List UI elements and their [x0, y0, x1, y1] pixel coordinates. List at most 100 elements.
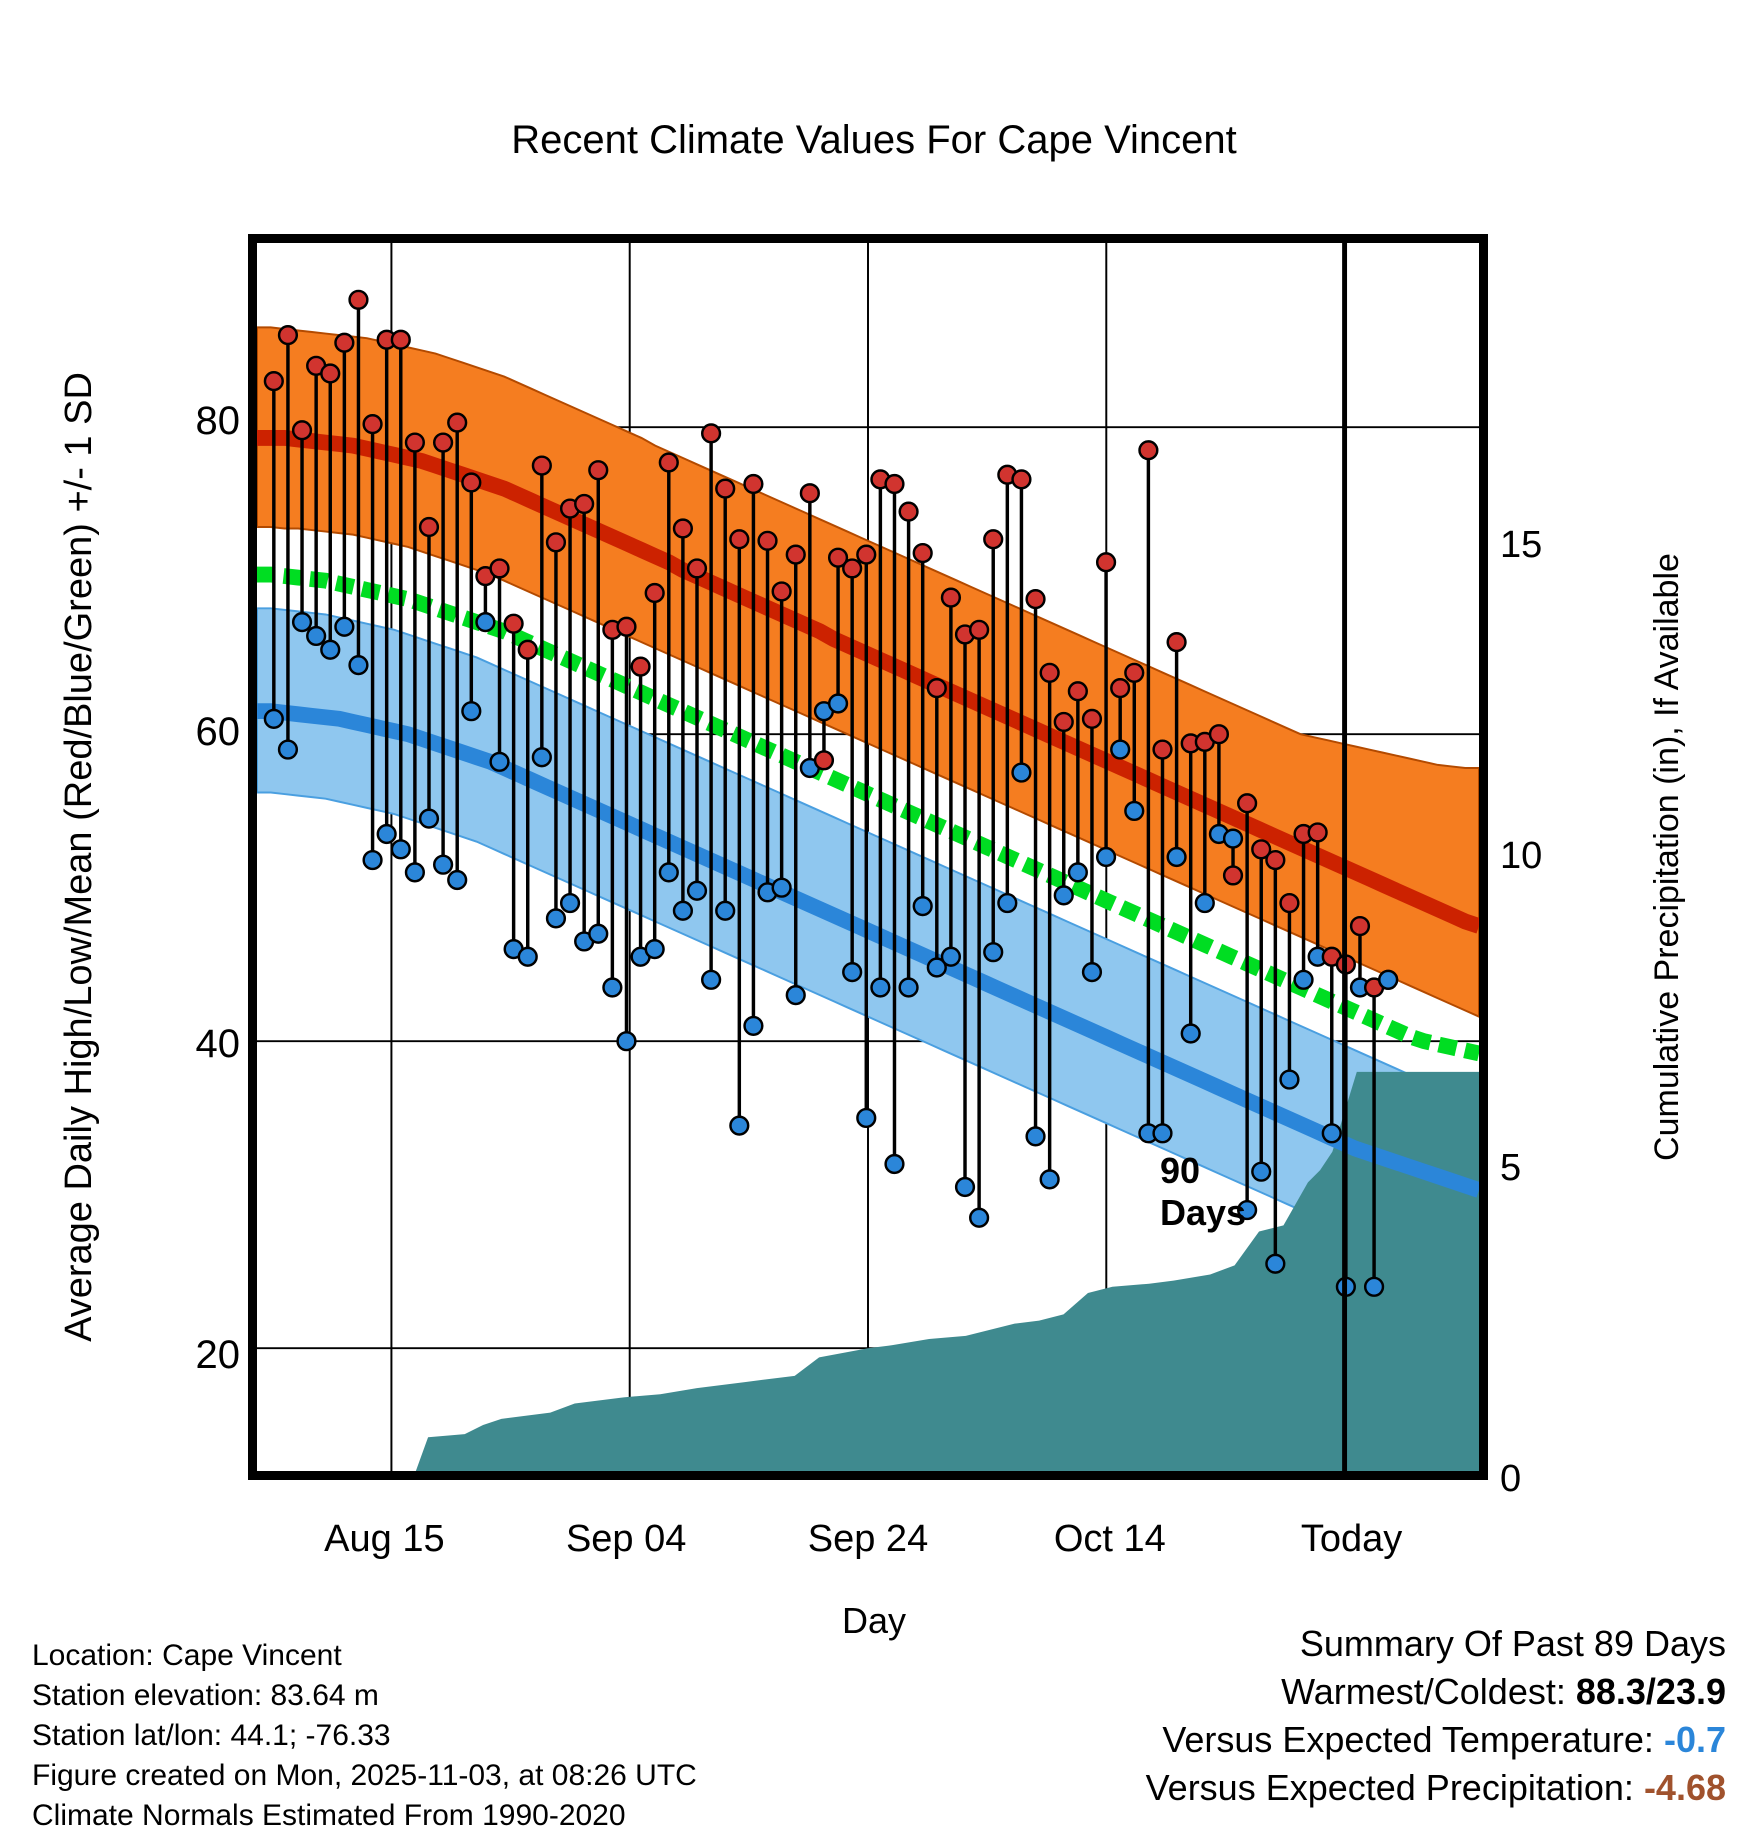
observed-high-point [912, 542, 933, 564]
observed-low-point [376, 823, 397, 845]
versus-precip-label: Versus Expected Precipitation: [1145, 1767, 1634, 1808]
x-tick-label: Sep 04 [565, 1518, 687, 1560]
observed-low-point [1067, 862, 1088, 883]
versus-temp-label: Versus Expected Temperature: [1162, 1719, 1654, 1760]
observed-low-point [940, 946, 962, 967]
observed-low-point [729, 1115, 750, 1136]
observed-low-point [870, 977, 891, 998]
secondary-y-axis-label: Cumulative Precipitation (in), If Availa… [1648, 553, 1686, 1161]
observed-high-point [1110, 678, 1131, 699]
observed-low-point [404, 862, 425, 883]
observed-low-point [771, 877, 792, 898]
observed-low-point [1166, 846, 1187, 868]
footer-normals: Climate Normals Estimated From 1990-2020 [32, 1799, 626, 1832]
observed-low-point [701, 969, 722, 990]
observed-high-point [856, 544, 877, 565]
observed-high-point [1067, 681, 1088, 702]
observed-low-point [1025, 1126, 1046, 1147]
observed-low-point [1237, 1199, 1258, 1221]
observed-high-point [1053, 711, 1074, 733]
observed-low-point [334, 616, 355, 637]
observed-low-point [461, 701, 482, 722]
y-tick-label: 60 [195, 710, 241, 755]
observed-high-point [1138, 440, 1159, 461]
summary-title: Summary Of Past 89 Days [1299, 1623, 1726, 1664]
x-tick-label: Today [1300, 1518, 1403, 1560]
observed-low-point [884, 1153, 905, 1175]
observed-high-point [1251, 839, 1272, 860]
summary-warmest-coldest: Warmest/Coldest: 88.3/23.9 [1146, 1668, 1726, 1716]
observed-high-point [390, 329, 411, 350]
observed-low-point [1053, 885, 1074, 906]
observed-high-point [320, 363, 341, 384]
x-tick-label: Oct 14 [1053, 1518, 1166, 1560]
observed-low-point [1194, 892, 1215, 914]
secondary-y-tick-label: 5 [1500, 1146, 1522, 1189]
observed-high-point [1208, 724, 1230, 745]
summary-versus-precipitation: Versus Expected Precipitation: -4.68 [1146, 1764, 1726, 1812]
observed-high-point [461, 472, 482, 493]
observed-high-point [701, 423, 722, 444]
observed-high-point [771, 581, 792, 602]
footer-created: Figure created on Mon, 2025-11-03, at 08… [32, 1759, 697, 1792]
observed-low-point [672, 900, 693, 921]
days-badge-line1: 90 [1160, 1150, 1201, 1191]
observed-low-point [1265, 1253, 1286, 1274]
observed-low-point [1152, 1123, 1173, 1144]
footer-metadata: Location: Cape Vincent Station elevation… [32, 1636, 697, 1836]
observed-high-point [1081, 708, 1103, 729]
observed-low-point [1095, 846, 1117, 868]
observed-low-point [856, 1107, 877, 1129]
observed-high-point [404, 432, 425, 453]
observed-low-point [291, 612, 313, 633]
page-title: Recent Climate Values For Cape Vincent [511, 118, 1237, 162]
observed-high-point [489, 558, 510, 579]
observed-low-point [997, 892, 1018, 914]
x-tick-label: Sep 24 [807, 1518, 929, 1560]
observed-low-point [559, 892, 581, 914]
observed-high-point [1279, 892, 1300, 914]
observed-high-point [418, 516, 440, 538]
observed-low-point [1363, 1276, 1385, 1297]
observed-low-point [686, 880, 708, 901]
observed-low-point [1180, 1023, 1201, 1044]
observed-low-point [616, 1031, 637, 1052]
x-axis-label: Day [841, 1600, 907, 1641]
footer-latlon: Station lat/lon: 44.1; -76.33 [32, 1719, 391, 1752]
observed-high-point [362, 414, 383, 435]
days-badge-line2: Days [1160, 1192, 1247, 1233]
y-tick-label: 40 [195, 1021, 241, 1066]
observed-low-point [1251, 1161, 1272, 1182]
observed-low-point [531, 747, 552, 768]
observed-high-point [1095, 552, 1117, 573]
observed-high-point [898, 501, 919, 522]
observed-low-point [954, 1176, 976, 1198]
footer-location: Location: Cape Vincent [32, 1639, 342, 1672]
observed-low-point [475, 612, 496, 633]
observed-high-point [729, 529, 750, 550]
observed-high-point [926, 678, 947, 699]
observed-high-point [1166, 631, 1187, 653]
observed-low-point [348, 655, 369, 676]
observed-high-point [574, 493, 595, 515]
observed-high-point [757, 530, 778, 551]
summary-panel: Summary Of Past 89 Days Warmest/Coldest:… [1146, 1620, 1726, 1812]
observed-high-point [827, 547, 849, 568]
observed-low-point [1293, 969, 1314, 990]
observed-high-point [1011, 469, 1032, 490]
observed-high-point [1265, 849, 1286, 871]
observed-high-point [969, 619, 990, 640]
observed-high-point [940, 587, 962, 608]
observed-high-point [616, 616, 637, 637]
summary-versus-temperature: Versus Expected Temperature: -0.7 [1146, 1716, 1726, 1764]
observed-high-point [432, 432, 454, 453]
observed-high-point [630, 656, 651, 677]
observed-low-point [785, 985, 806, 1006]
observed-low-point [489, 751, 510, 772]
observed-low-point [362, 849, 383, 871]
observed-high-point [1307, 822, 1328, 843]
days-badge: 90 Days [1160, 1150, 1246, 1234]
observed-high-point [658, 452, 679, 473]
versus-precip-value: -4.68 [1643, 1767, 1726, 1808]
observed-low-point [517, 946, 538, 967]
